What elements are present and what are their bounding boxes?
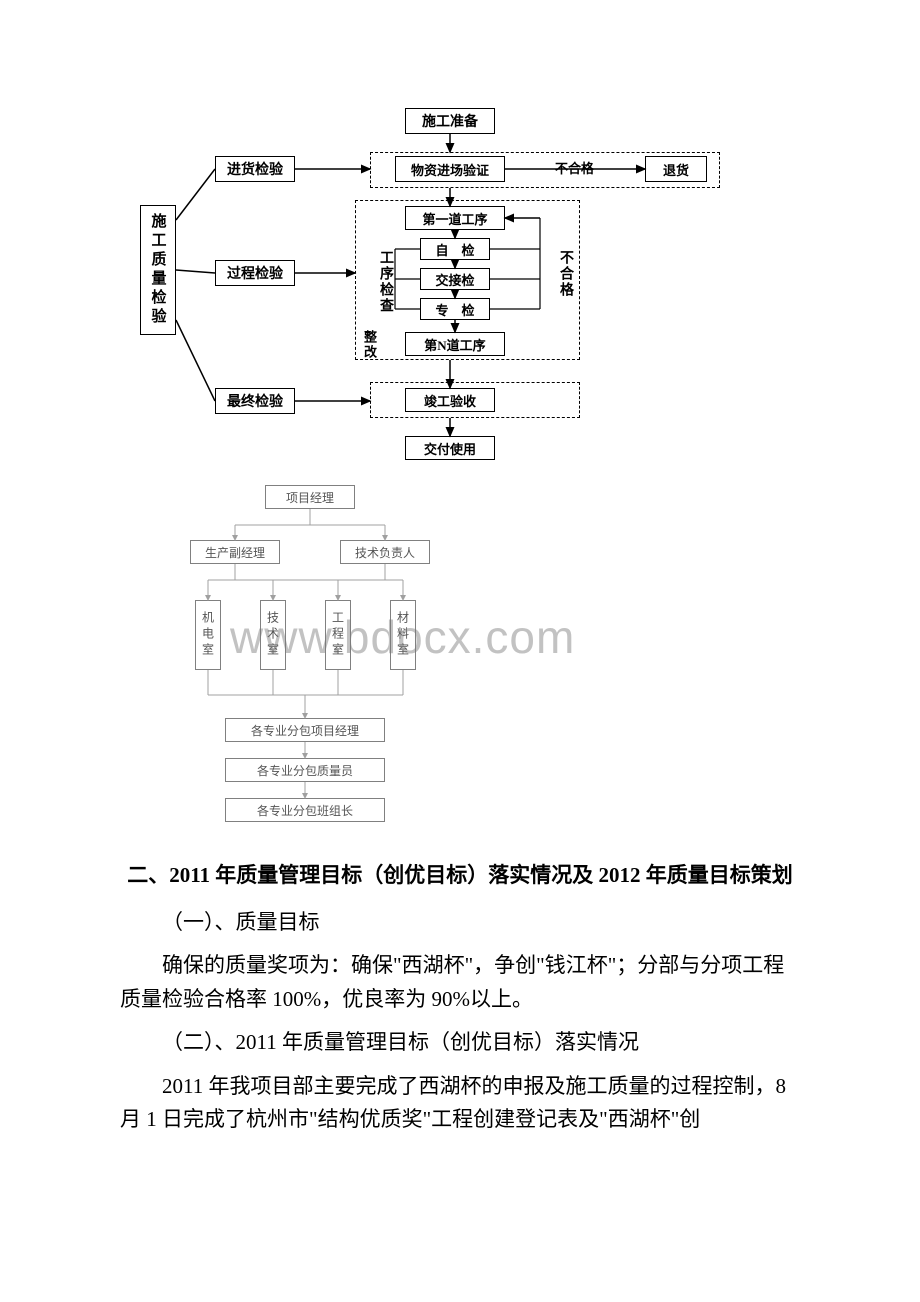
node-final-check: 最终检验 bbox=[215, 388, 295, 414]
org-sub-q: 各专业分包质量员 bbox=[225, 758, 385, 782]
label-rectify: 整改 bbox=[360, 330, 379, 360]
para-4: 2011 年我项目部主要完成了西湖杯的申报及施工质量的过程控制，8 月 1 日完… bbox=[120, 1070, 800, 1137]
node-in-check: 进货检验 bbox=[215, 156, 295, 182]
org-sub-team: 各专业分包班组长 bbox=[225, 798, 385, 822]
node-stepn: 第N道工序 bbox=[405, 332, 505, 356]
flowchart-diagram: 施工质量检验 进货检验 过程检验 最终检验 施工准备 物资进场验证 不合格 退货… bbox=[0, 0, 920, 470]
node-proc-check: 过程检验 bbox=[215, 260, 295, 286]
node-self-check: 自 检 bbox=[420, 238, 490, 260]
para-2: 确保的质量奖项为：确保"西湖杯"，争创"钱江杯"；分部与分项工程质量检验合格率 … bbox=[120, 949, 800, 1016]
org-dept4: 材料室 bbox=[390, 600, 416, 670]
node-return: 退货 bbox=[645, 156, 707, 182]
node-prep: 施工准备 bbox=[405, 108, 495, 134]
node-left-main: 施工质量检验 bbox=[140, 205, 176, 335]
para-3: （二）、2011 年质量管理目标（创优目标）落实情况 bbox=[120, 1026, 800, 1060]
orgchart-lines bbox=[0, 480, 920, 840]
node-spec-check: 专 检 bbox=[420, 298, 490, 320]
label-ng-vert: 不合格 bbox=[555, 250, 575, 298]
node-cross-check: 交接检 bbox=[420, 268, 490, 290]
org-dept2: 技术室 bbox=[260, 600, 286, 670]
orgchart-diagram: 项目经理 生产副经理 技术负责人 机电室 技术室 工程室 材料室 各专业分包项目… bbox=[0, 480, 920, 840]
org-sub-pm: 各专业分包项目经理 bbox=[225, 718, 385, 742]
label-reject: 不合格 bbox=[555, 158, 594, 177]
para-1: （一）、质量目标 bbox=[120, 906, 800, 940]
org-dept1: 机电室 bbox=[195, 600, 221, 670]
node-step1: 第一道工序 bbox=[405, 206, 505, 230]
document-text: 二、2011 年质量管理目标（创优目标）落实情况及 2012 年质量目标策划 （… bbox=[0, 840, 920, 1137]
org-pm: 项目经理 bbox=[265, 485, 355, 509]
node-deliver: 交付使用 bbox=[405, 436, 495, 460]
org-vp: 生产副经理 bbox=[190, 540, 280, 564]
node-accept: 竣工验收 bbox=[405, 388, 495, 412]
label-seq-check: 工序检查 bbox=[375, 250, 395, 314]
org-dept3: 工程室 bbox=[325, 600, 351, 670]
section-heading: 二、2011 年质量管理目标（创优目标）落实情况及 2012 年质量目标策划 bbox=[120, 860, 800, 892]
node-mat-verify: 物资进场验证 bbox=[395, 156, 505, 182]
org-tech: 技术负责人 bbox=[340, 540, 430, 564]
